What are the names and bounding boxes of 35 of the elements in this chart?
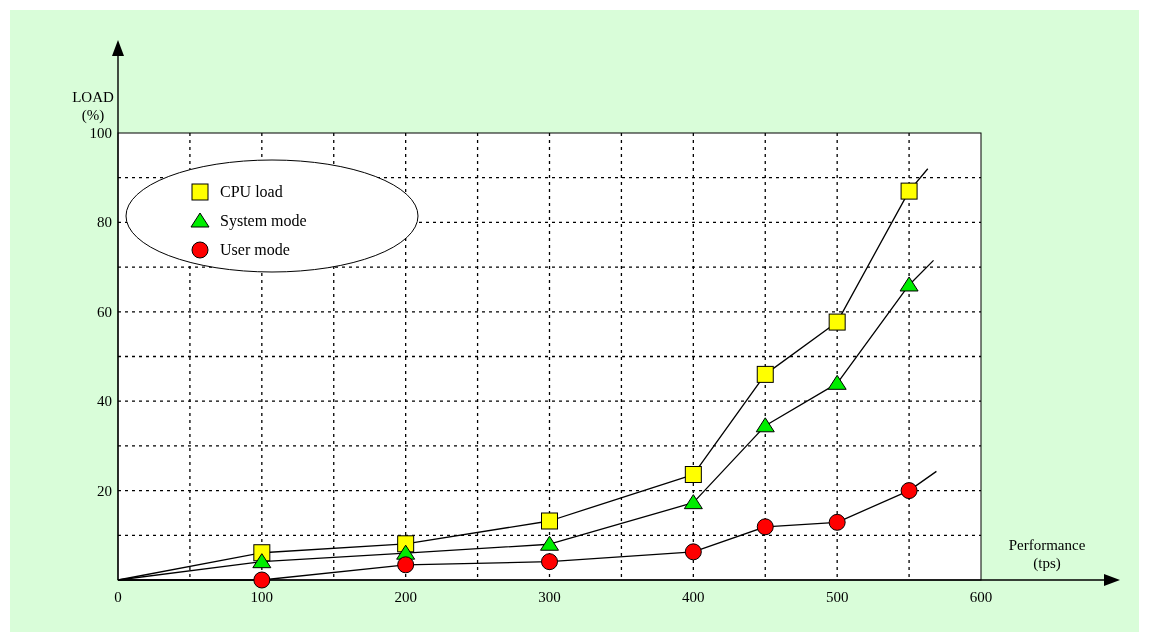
y-tick-label: 40: [97, 393, 112, 410]
y-tick-label: 60: [97, 303, 112, 320]
point: [540, 535, 559, 551]
x-tick-label: 600: [969, 589, 993, 605]
legend-label: System mode: [220, 212, 307, 230]
x-tick-label: 0: [114, 589, 122, 605]
point: [684, 543, 702, 561]
point: [900, 482, 918, 500]
point: [684, 466, 702, 484]
x-axis-title: Performance (tps): [1008, 537, 1086, 572]
x-tick-label: 400: [682, 589, 705, 605]
point: [541, 512, 558, 530]
y-tick-label: 80: [97, 214, 112, 231]
point: [827, 374, 847, 390]
x-tick-label: 100: [250, 589, 274, 605]
point: [900, 182, 918, 200]
point: [899, 276, 919, 292]
point: [252, 553, 272, 569]
point: [828, 313, 846, 331]
y-tick-label: 100: [89, 125, 112, 141]
legend-label: User mode: [220, 241, 290, 258]
point: [756, 365, 774, 383]
point: [756, 518, 774, 536]
point: [683, 494, 703, 510]
y-tick-label: 20: [97, 482, 112, 499]
x-tick-label: 200: [394, 589, 417, 605]
point: [253, 571, 271, 589]
legend-label: CPU load: [220, 183, 283, 200]
point: [828, 513, 846, 531]
x-tick-label: 300: [538, 589, 561, 605]
point: [755, 417, 775, 433]
y-axis-title: LOAD (%): [72, 89, 114, 124]
point: [541, 553, 558, 571]
point: [397, 556, 415, 574]
x-tick-label: 500: [825, 589, 849, 605]
